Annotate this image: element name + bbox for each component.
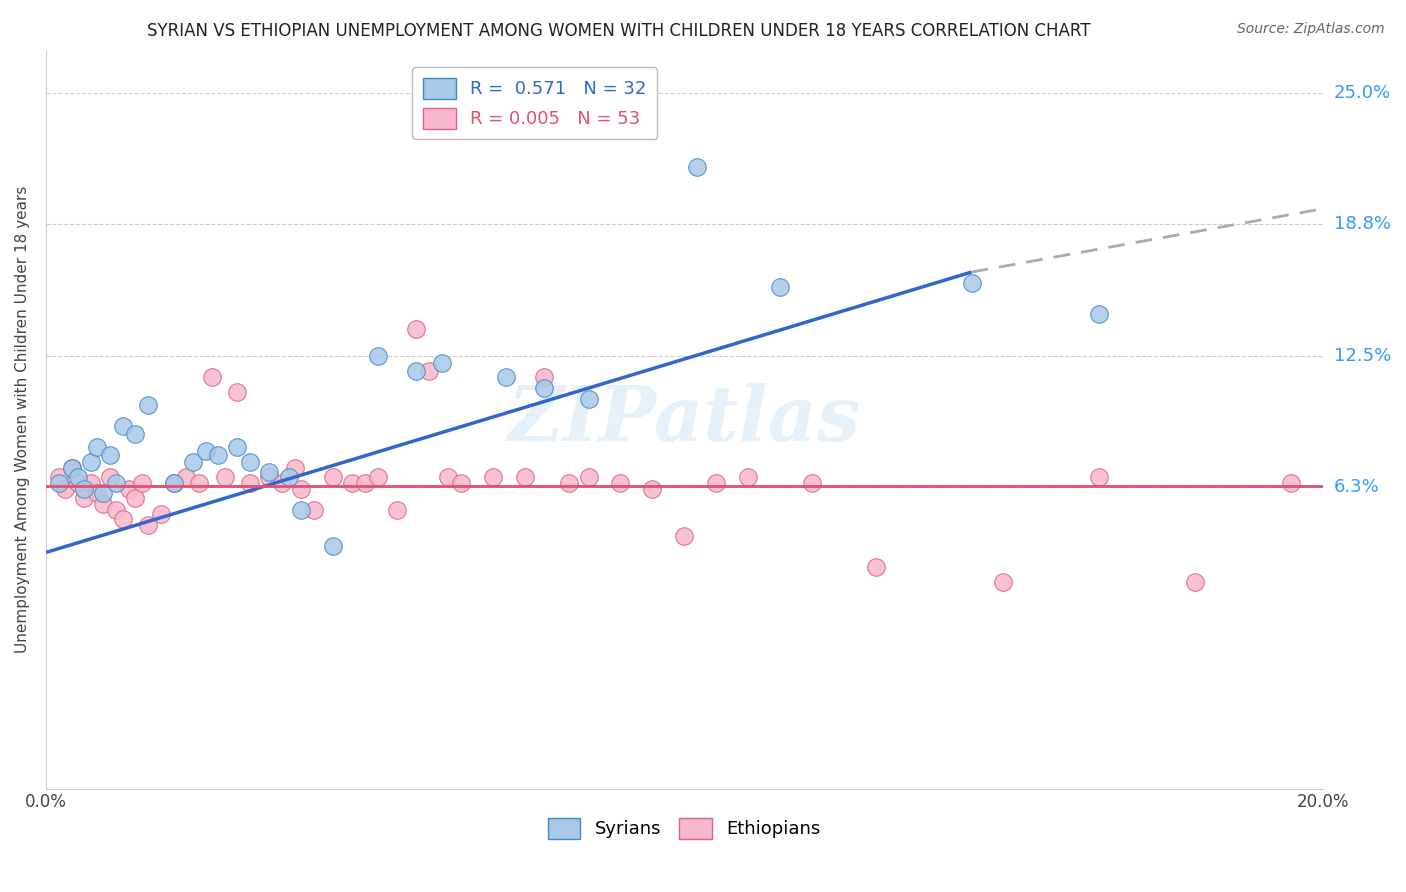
Point [290, 482, 312, 496]
Point [609, 475, 631, 490]
Point [60, 461, 83, 475]
Point [284, 461, 307, 475]
Point [93, 497, 115, 511]
Point [48, 469, 70, 483]
Point [73, 491, 96, 505]
Point [194, 444, 217, 458]
Point [162, 475, 184, 490]
Point [801, 475, 824, 490]
Point [354, 475, 377, 490]
Point [737, 469, 759, 483]
Point [131, 475, 153, 490]
Point [53, 482, 76, 496]
Point [73, 482, 96, 496]
Point [1088, 307, 1111, 321]
Text: 6.3%: 6.3% [1334, 478, 1379, 496]
Point [290, 503, 312, 517]
Point [105, 503, 128, 517]
Point [367, 350, 389, 364]
Point [93, 486, 115, 500]
Point [86, 440, 108, 454]
Point [259, 465, 281, 479]
Point [322, 539, 344, 553]
Point [118, 482, 141, 496]
Point [437, 469, 460, 483]
Text: SYRIAN VS ETHIOPIAN UNEMPLOYMENT AMONG WOMEN WITH CHILDREN UNDER 18 YEARS CORREL: SYRIAN VS ETHIOPIAN UNEMPLOYMENT AMONG W… [146, 22, 1091, 40]
Point [111, 419, 134, 434]
Point [207, 449, 229, 463]
Point [86, 486, 108, 500]
Point [239, 455, 262, 469]
Point [136, 398, 159, 412]
Point [513, 469, 536, 483]
Point [188, 475, 211, 490]
Point [495, 370, 517, 384]
Point [176, 469, 198, 483]
Point [960, 276, 983, 290]
Point [214, 469, 236, 483]
Point [704, 475, 727, 490]
Point [98, 469, 121, 483]
Point [277, 469, 299, 483]
Point [769, 280, 792, 294]
Point [149, 508, 172, 522]
Point [124, 491, 146, 505]
Point [66, 469, 89, 483]
Point [239, 475, 262, 490]
Point [993, 574, 1015, 589]
Text: ZIPatlas: ZIPatlas [508, 383, 860, 457]
Point [1279, 475, 1302, 490]
Point [259, 469, 281, 483]
Point [181, 455, 204, 469]
Point [271, 475, 294, 490]
Point [226, 440, 249, 454]
Point [124, 427, 146, 442]
Point [98, 449, 121, 463]
Text: 18.8%: 18.8% [1334, 215, 1391, 233]
Point [865, 560, 887, 574]
Point [60, 461, 83, 475]
Point [79, 455, 101, 469]
Point [673, 528, 696, 542]
Point [385, 503, 408, 517]
Point [201, 370, 224, 384]
Text: Source: ZipAtlas.com: Source: ZipAtlas.com [1237, 22, 1385, 37]
Point [162, 475, 184, 490]
Point [367, 469, 389, 483]
Point [578, 469, 600, 483]
Y-axis label: Unemployment Among Women with Children Under 18 years: Unemployment Among Women with Children U… [15, 186, 30, 653]
Point [450, 475, 472, 490]
Point [1184, 574, 1206, 589]
Point [342, 475, 364, 490]
Point [686, 160, 709, 174]
Point [533, 370, 555, 384]
Point [482, 469, 505, 483]
Point [48, 475, 70, 490]
Point [430, 356, 453, 370]
Point [105, 475, 128, 490]
Legend: Syrians, Ethiopians: Syrians, Ethiopians [541, 811, 828, 846]
Text: 12.5%: 12.5% [1334, 347, 1391, 366]
Point [405, 322, 427, 336]
Text: 25.0%: 25.0% [1334, 84, 1391, 102]
Point [302, 503, 325, 517]
Point [578, 392, 600, 406]
Point [79, 475, 101, 490]
Point [136, 518, 159, 533]
Point [533, 381, 555, 395]
Point [405, 364, 427, 378]
Point [1088, 469, 1111, 483]
Point [322, 469, 344, 483]
Point [418, 364, 440, 378]
Point [558, 475, 581, 490]
Point [111, 511, 134, 525]
Point [641, 482, 664, 496]
Point [66, 475, 89, 490]
Point [226, 385, 249, 400]
